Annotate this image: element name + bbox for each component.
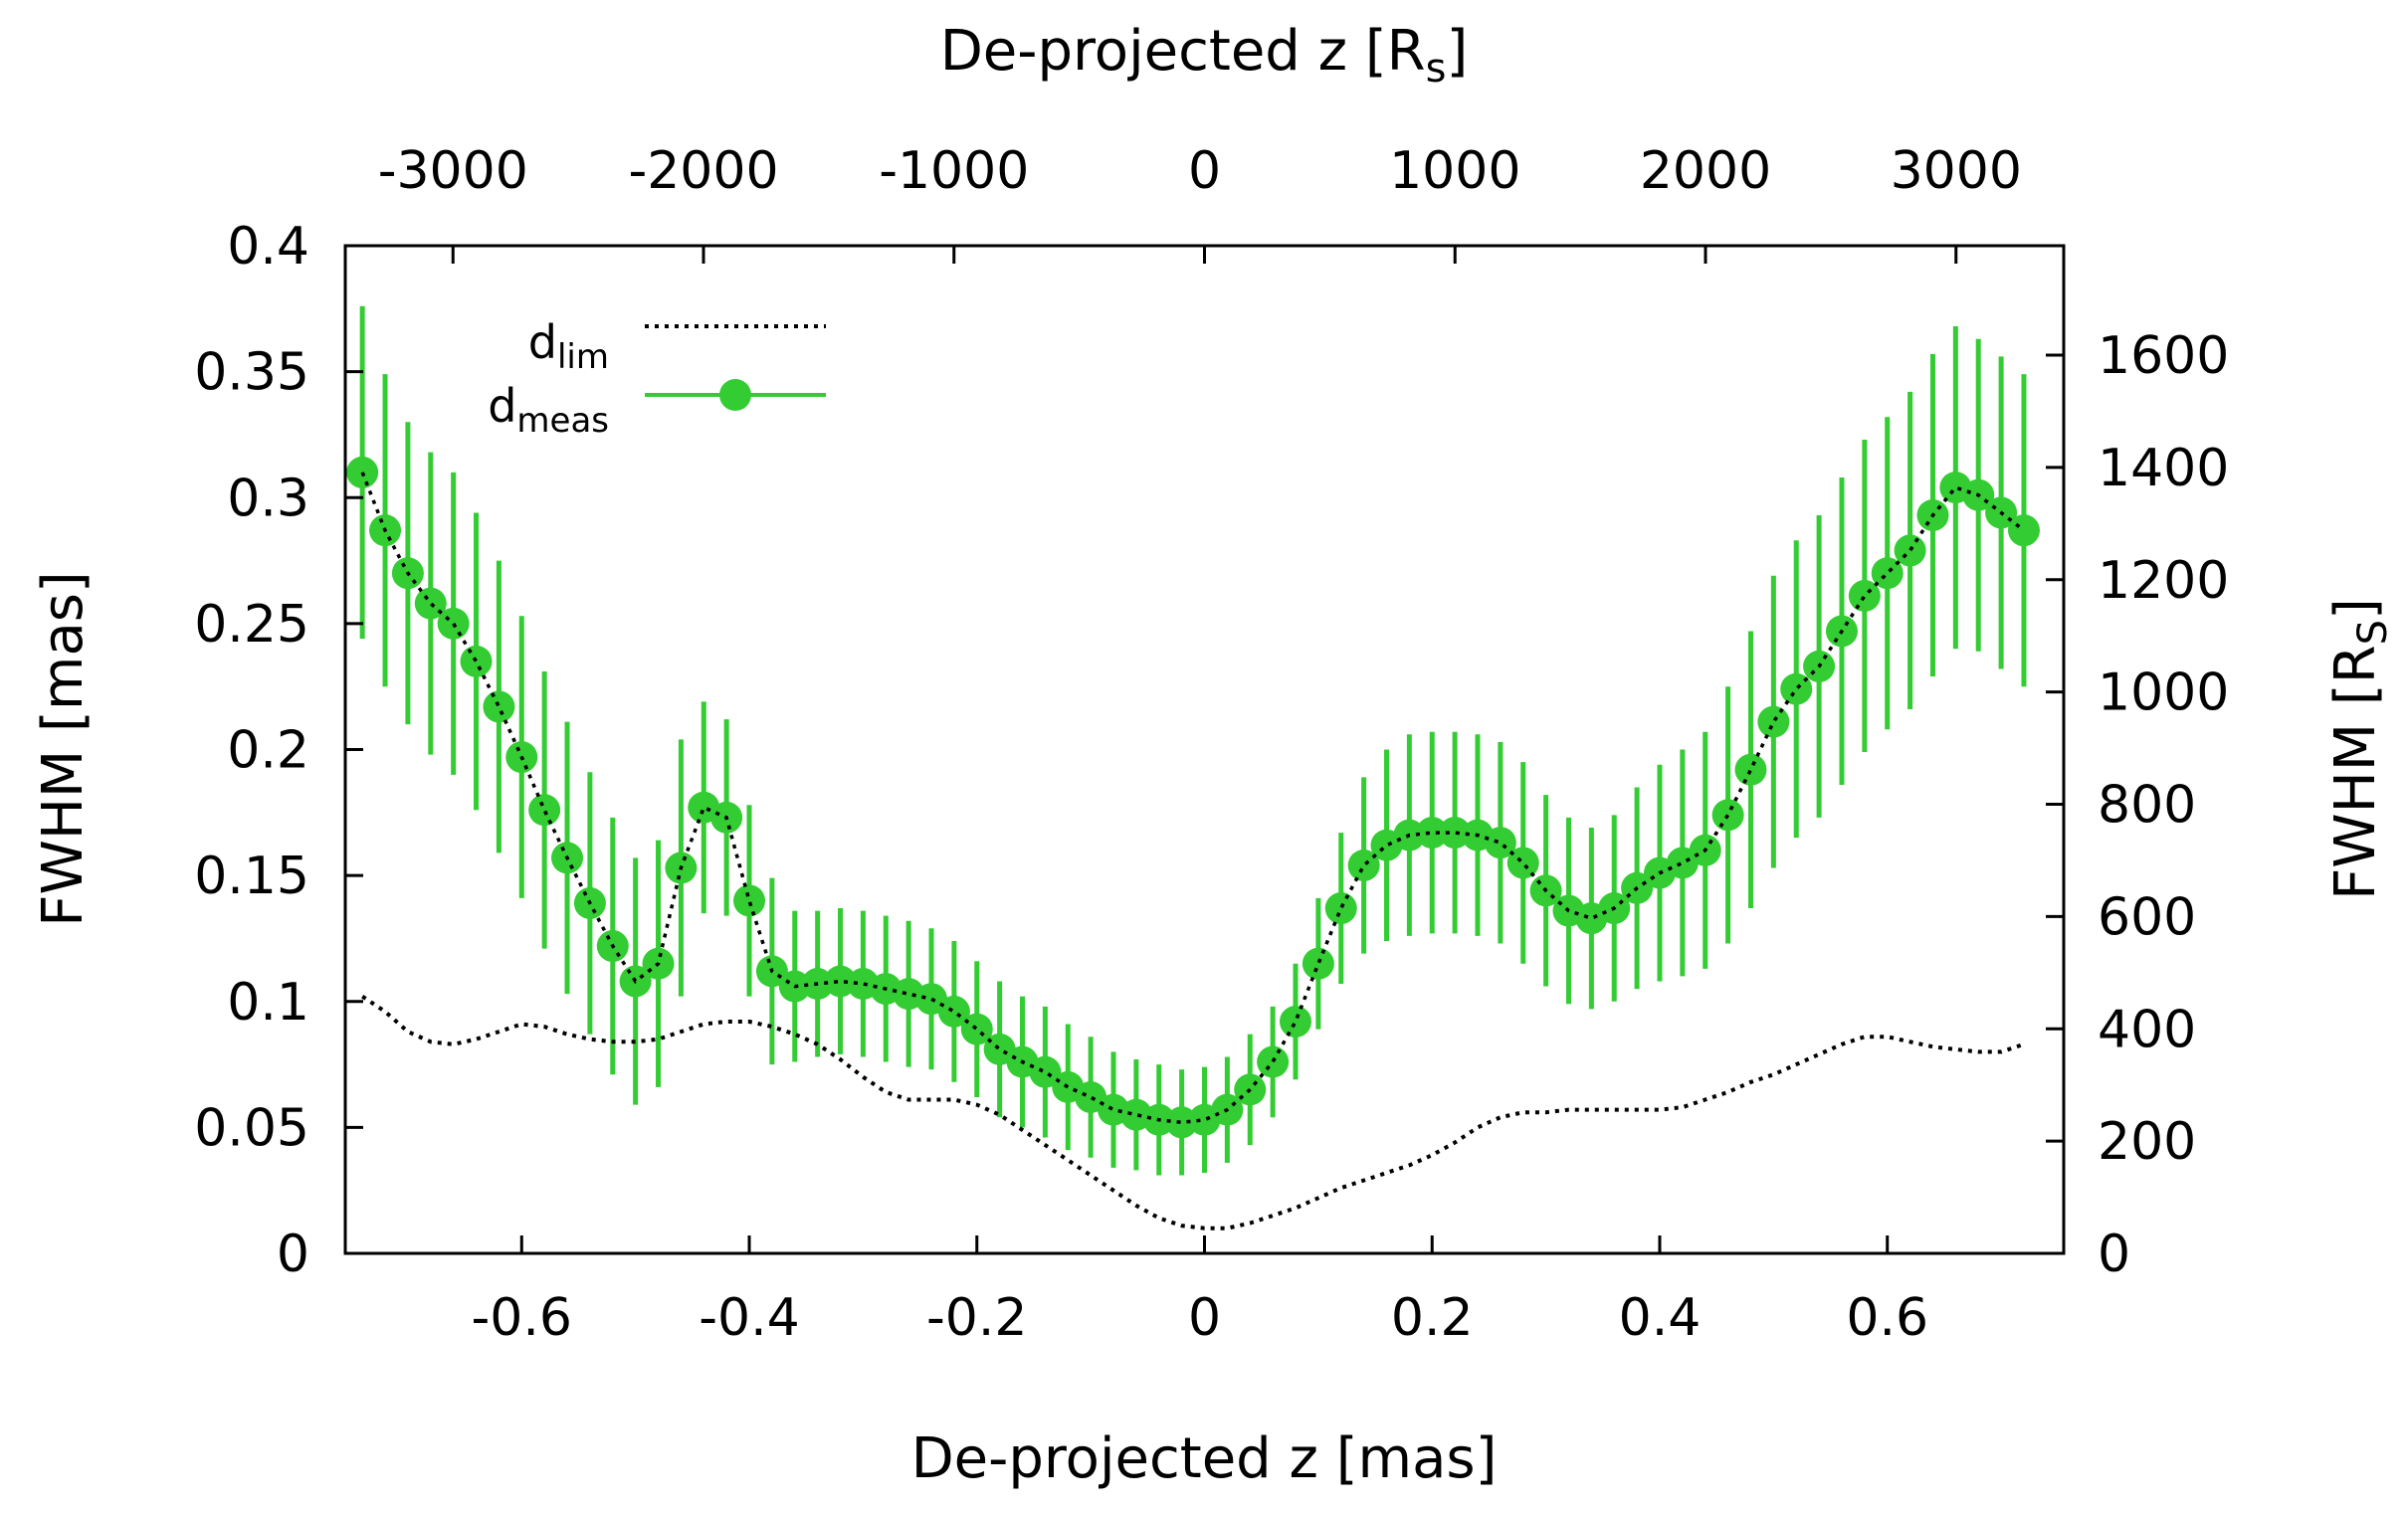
y2-tick-label: 400 <box>2098 1000 2196 1059</box>
legend-label-dmeas: dmeas <box>488 379 609 441</box>
dmeas-point <box>437 607 470 640</box>
x-tick-label: 0.2 <box>1391 1288 1474 1348</box>
y2-tick-label: 1200 <box>2098 551 2229 611</box>
y-tick-label: 0.25 <box>194 595 309 655</box>
x2-tick-label: -1000 <box>879 141 1029 201</box>
data-points <box>346 456 2040 1139</box>
y2-axis-title-close: ] <box>2323 598 2388 620</box>
y-tick-label: 0.2 <box>227 721 309 781</box>
x-tick-label: -0.4 <box>699 1288 799 1348</box>
dmeas-point <box>460 645 493 677</box>
x-axis-title: De-projected z [mas] <box>911 1426 1498 1491</box>
plot-frame <box>343 244 2066 1255</box>
dmeas-point <box>528 794 561 827</box>
legend: dlim dmeas <box>488 315 826 441</box>
dmeas-point <box>733 884 766 917</box>
dmeas-point <box>1757 705 1790 738</box>
x2-axis-title-main: De-projected z [R <box>940 19 1426 84</box>
y-tick-label: 0.15 <box>194 847 309 906</box>
dmeas-point <box>1848 580 1881 613</box>
series-lines <box>361 995 2025 1230</box>
legend-label-dmeas-main: d <box>488 379 516 433</box>
dmeas-point <box>1871 557 1904 590</box>
dmeas-point <box>1416 817 1449 850</box>
x2-axis-title-sub: s <box>1426 46 1447 92</box>
x2-tick-label: -2000 <box>628 141 778 201</box>
error-bars <box>359 305 2027 1176</box>
y-tick-label: 0.05 <box>194 1098 309 1158</box>
x-tick-label: 0.6 <box>1846 1288 1928 1348</box>
dmeas-point <box>1506 847 1539 879</box>
dmeas-point <box>1734 753 1767 786</box>
dmeas-point <box>937 995 970 1028</box>
tick-marks <box>345 244 2064 1255</box>
dlim-curve <box>361 995 2025 1230</box>
y-axis-title: FWHM [mas] <box>31 571 96 927</box>
y2-tick-label: 1000 <box>2098 663 2229 723</box>
y-tick-label: 0.3 <box>227 469 309 528</box>
legend-label-dlim: dlim <box>528 315 609 377</box>
x-tick-label: -0.2 <box>926 1288 1027 1348</box>
legend-label-dmeas-sub: meas <box>516 401 609 441</box>
y2-tick-label: 0 <box>2098 1225 2130 1284</box>
legend-label-dlim-main: d <box>528 315 557 369</box>
dmeas-point <box>1257 1045 1290 1078</box>
dmeas-point <box>483 690 515 723</box>
dmeas-point <box>1324 892 1357 925</box>
legend-label-dlim-sub: lim <box>557 337 609 377</box>
y2-tick-label: 600 <box>2098 887 2196 947</box>
dmeas-point <box>1484 827 1516 859</box>
dmeas-point <box>1302 947 1334 980</box>
x2-tick-label: 2000 <box>1640 141 1771 201</box>
x2-tick-label: 0 <box>1188 141 1221 201</box>
dmeas-point <box>1894 534 1926 567</box>
tick-labels: -0.6 -0.4 -0.2 0 0.2 0.4 0.6 -3000 -2000 -1000 0 10… <box>194 141 2229 1348</box>
x2-tick-label: 3000 <box>1891 141 2022 201</box>
x2-tick-label: -3000 <box>378 141 528 201</box>
y2-tick-label: 1600 <box>2098 326 2229 386</box>
x-tick-label: -0.6 <box>472 1288 572 1348</box>
y2-axis-title: FWHM [RS] <box>2323 598 2396 900</box>
y-tick-label: 0.1 <box>227 973 309 1033</box>
x2-axis-title: De-projected z [Rs] <box>940 19 1469 92</box>
y2-tick-label: 800 <box>2098 776 2196 836</box>
y-tick-label: 0.35 <box>194 343 309 403</box>
dmeas-point <box>1279 1006 1311 1039</box>
x2-tick-label: 1000 <box>1389 141 1520 201</box>
y2-tick-label: 1400 <box>2098 439 2229 498</box>
y2-tick-label: 200 <box>2098 1112 2196 1172</box>
y-tick-label: 0 <box>277 1225 309 1284</box>
legend-swatch-dmeas-marker <box>719 379 751 411</box>
dmeas-point <box>2007 514 2040 547</box>
y-tick-label: 0.4 <box>227 217 309 277</box>
dmeas-point <box>1347 849 1380 881</box>
dmeas-point <box>1029 1055 1062 1088</box>
y2-axis-title-main: FWHM [R <box>2323 645 2388 900</box>
x-tick-label: 0 <box>1188 1288 1221 1348</box>
dmeas-point <box>1780 672 1813 705</box>
x2-axis-title-close: ] <box>1446 19 1468 84</box>
dmeas-point <box>1711 799 1744 832</box>
x-tick-label: 0.4 <box>1619 1288 1702 1348</box>
y2-axis-title-sub: S <box>2350 620 2396 645</box>
